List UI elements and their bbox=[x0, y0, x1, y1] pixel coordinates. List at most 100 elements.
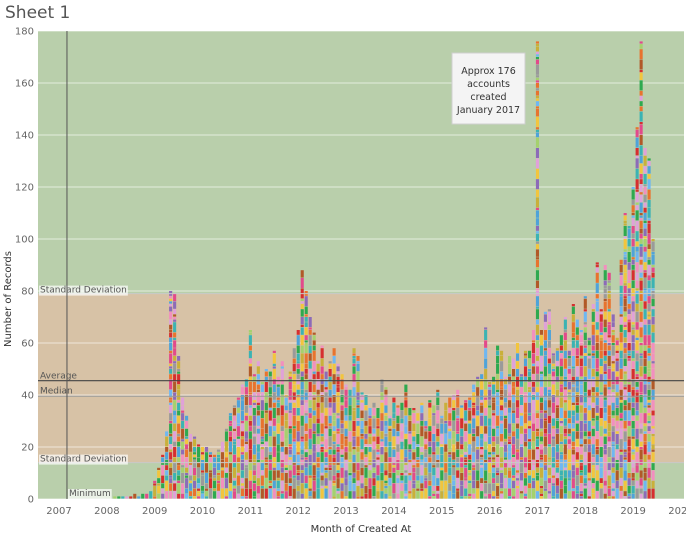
bar-segment bbox=[276, 384, 280, 387]
bar-segment bbox=[484, 400, 488, 408]
bar-segment bbox=[324, 392, 328, 398]
bar-2015-02 bbox=[444, 402, 448, 499]
bar-segment bbox=[169, 491, 173, 499]
bar-segment bbox=[472, 488, 476, 494]
bar-segment bbox=[296, 369, 300, 374]
bar-segment bbox=[260, 436, 264, 439]
bar-segment bbox=[396, 470, 400, 476]
bar-segment bbox=[368, 478, 372, 489]
bar-segment bbox=[591, 488, 595, 494]
bar-segment bbox=[583, 431, 587, 437]
bar-segment bbox=[647, 460, 651, 468]
bar-segment bbox=[312, 371, 316, 374]
bar-segment bbox=[555, 405, 559, 408]
bar-segment bbox=[651, 361, 655, 364]
bar-segment bbox=[464, 400, 468, 403]
bar-segment bbox=[380, 413, 384, 421]
bar-segment bbox=[424, 452, 428, 457]
bar-segment bbox=[280, 467, 284, 473]
bar-segment bbox=[400, 473, 404, 476]
bar-segment bbox=[404, 434, 408, 439]
bar-segment bbox=[456, 478, 460, 483]
bar-segment bbox=[623, 457, 627, 460]
bar-segment bbox=[173, 361, 177, 364]
bar-segment bbox=[388, 473, 392, 478]
bar-segment bbox=[312, 480, 316, 491]
bar-segment bbox=[312, 384, 316, 392]
bar-segment bbox=[527, 488, 532, 499]
bar-segment bbox=[515, 418, 520, 424]
bar-2008-11 bbox=[145, 493, 149, 499]
bar-segment bbox=[440, 467, 444, 470]
bar-segment bbox=[284, 397, 288, 405]
bar-segment bbox=[256, 415, 260, 426]
bar-segment bbox=[575, 358, 579, 366]
bar-segment bbox=[448, 439, 452, 450]
bar-segment bbox=[256, 465, 260, 476]
bar-segment bbox=[631, 493, 635, 499]
bar-segment bbox=[555, 350, 559, 361]
bar-segment bbox=[161, 488, 165, 491]
bar-segment bbox=[328, 397, 332, 403]
bar-segment bbox=[292, 454, 296, 463]
bar-segment bbox=[623, 226, 627, 236]
bar-segment bbox=[651, 267, 655, 273]
bar-segment bbox=[603, 350, 607, 356]
bar-segment bbox=[623, 327, 627, 330]
bar-segment bbox=[316, 363, 320, 372]
bar-2008-10 bbox=[141, 493, 145, 499]
bar-segment bbox=[611, 392, 615, 395]
bar-segment bbox=[643, 288, 647, 291]
bar-segment bbox=[591, 428, 595, 437]
bar-segment bbox=[189, 441, 193, 452]
bar-segment bbox=[480, 491, 484, 499]
bar-segment bbox=[504, 384, 508, 390]
bar-segment bbox=[404, 408, 408, 416]
bar-segment bbox=[368, 444, 372, 447]
bar-segment bbox=[579, 384, 583, 395]
bar-segment bbox=[543, 322, 547, 330]
bar-segment bbox=[236, 400, 240, 408]
bar-segment bbox=[603, 265, 607, 270]
bar-segment bbox=[651, 449, 655, 452]
bar-segment bbox=[384, 493, 388, 499]
y-axis-title: Number of Records bbox=[3, 251, 14, 347]
bar-segment bbox=[496, 405, 500, 416]
bar-segment bbox=[615, 361, 619, 372]
bar-segment bbox=[639, 327, 643, 338]
bar-segment bbox=[535, 54, 540, 57]
bar-segment bbox=[308, 478, 312, 489]
bar-segment bbox=[508, 363, 512, 374]
bar-segment bbox=[356, 400, 360, 403]
bar-segment bbox=[348, 491, 352, 499]
bar-segment bbox=[276, 400, 280, 403]
bar-segment bbox=[543, 480, 547, 489]
bar-segment bbox=[292, 439, 296, 442]
bar-segment bbox=[579, 454, 583, 460]
bar-segment bbox=[256, 402, 260, 405]
bar-segment bbox=[607, 369, 611, 379]
bar-segment bbox=[543, 366, 547, 377]
bar-segment bbox=[535, 132, 540, 138]
bar-segment bbox=[296, 475, 300, 481]
bar-segment bbox=[216, 475, 221, 481]
bar-segment bbox=[603, 356, 607, 361]
bar-segment bbox=[340, 478, 344, 483]
bar-segment bbox=[412, 441, 416, 450]
bar-segment bbox=[304, 431, 308, 434]
bar-segment bbox=[535, 75, 540, 78]
bar-segment bbox=[468, 434, 472, 444]
bar-segment bbox=[288, 447, 292, 450]
bar-2011-10 bbox=[284, 395, 288, 499]
bar-segment bbox=[240, 436, 244, 439]
bar-segment bbox=[452, 475, 456, 481]
bar-segment bbox=[651, 252, 655, 255]
bar-segment bbox=[627, 252, 631, 262]
bar-segment bbox=[575, 423, 579, 431]
bar-segment bbox=[599, 322, 603, 333]
bar-segment bbox=[647, 179, 651, 190]
bar-segment bbox=[328, 415, 332, 424]
bar-2010-04 bbox=[212, 454, 217, 499]
bar-segment bbox=[595, 267, 599, 273]
y-tick-label: 0 bbox=[28, 495, 34, 506]
